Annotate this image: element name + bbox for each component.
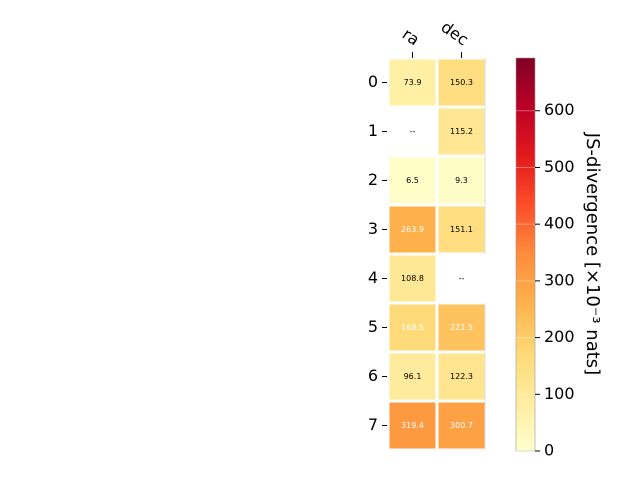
heatmap-cell <box>438 353 485 400</box>
cell-value-label: 151.1 <box>450 225 473 234</box>
cell-value-label: 319.4 <box>401 421 424 430</box>
y-tick-label: 5 <box>368 317 378 336</box>
colorbar-tick-label: 300 <box>544 270 575 289</box>
colorbar-tick-label: 500 <box>544 157 575 176</box>
y-tick-label: 0 <box>368 72 378 91</box>
y-tick-label: 7 <box>368 415 378 434</box>
cell-value-label: 108.8 <box>401 274 424 283</box>
cell-value-label: -- <box>459 274 465 283</box>
cell-value-label: 6.5 <box>406 176 419 185</box>
colorbar-tick-label: 0 <box>544 441 554 460</box>
heatmap-cell <box>438 304 485 351</box>
colorbar-tick-label: 400 <box>544 214 575 233</box>
heatmap-cell <box>438 206 485 253</box>
colorbar-gradient <box>515 57 536 452</box>
cell-value-label: 263.9 <box>401 225 424 234</box>
colorbar-tick-label: 200 <box>544 327 575 346</box>
y-tick-label: 6 <box>368 366 378 385</box>
heatmap-cell <box>438 157 485 204</box>
cell-value-label: 96.1 <box>404 372 422 381</box>
y-tick-label: 1 <box>368 121 378 140</box>
cell-value-label: 73.9 <box>404 78 422 87</box>
cell-value-label: 115.2 <box>450 127 473 136</box>
colorbar-tick-label: 100 <box>544 384 575 403</box>
heatmap-cell <box>389 304 436 351</box>
cell-value-label: 300.7 <box>450 421 473 430</box>
heatmap-cell <box>438 402 485 449</box>
heatmap-cell <box>389 157 436 204</box>
heatmap-cell <box>438 108 485 155</box>
colorbar-label: JS-divergence [×10⁻³ nats] <box>582 132 603 375</box>
heatmap-cell <box>389 206 436 253</box>
cell-value-label: -- <box>410 127 416 136</box>
y-axis-ticks: 0 1 2 3 4 5 6 7 <box>368 72 387 434</box>
x-tick-label: dec <box>438 17 472 49</box>
heatmap-cell <box>389 255 436 302</box>
heatmap-cell <box>438 59 485 106</box>
heatmap-grid: 73.9 150.3 -- 115.2 6.5 9.3 263.9 151.1 108.8 -- 1… <box>389 58 486 450</box>
cell-value-label: 168.5 <box>401 323 424 332</box>
cell-value-label: 150.3 <box>450 78 473 87</box>
y-tick-label: 4 <box>368 268 378 287</box>
cell-value-label: 9.3 <box>455 176 468 185</box>
colorbar-ticks: 0 100 200 300 400 500 600 <box>516 100 575 460</box>
x-tick-label: ra <box>399 24 423 49</box>
colorbar: 0 100 200 300 400 500 600 JS-divergence [×10⁻³… <box>515 57 603 460</box>
x-axis-ticks: ra dec <box>399 17 472 58</box>
y-tick-label: 2 <box>368 170 378 189</box>
heatmap-cell <box>389 402 436 449</box>
colorbar-tick-label: 600 <box>544 100 575 119</box>
cell-value-label: 122.3 <box>450 372 473 381</box>
cell-value-label: 221.5 <box>450 323 473 332</box>
y-tick-label: 3 <box>368 219 378 238</box>
heatmap-cell <box>389 59 436 106</box>
heatmap-cell <box>389 353 436 400</box>
